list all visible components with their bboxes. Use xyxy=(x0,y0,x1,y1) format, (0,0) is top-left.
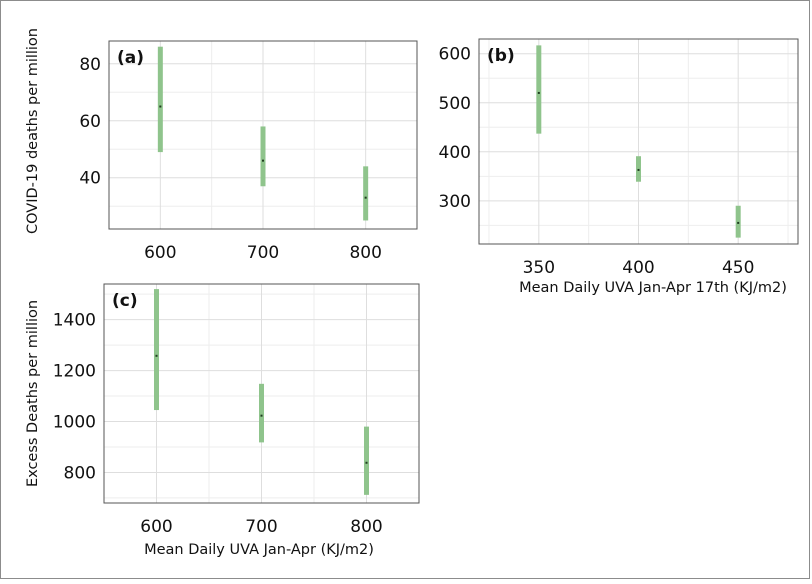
y-tick-label: 600 xyxy=(439,45,471,65)
panel-c: 600 700 800 800 1000 1200 1400 (c) Mean Daily UV… xyxy=(25,283,420,558)
panel-border xyxy=(478,38,799,245)
data-point xyxy=(159,105,162,108)
y-axis-label: COVID-19 deaths per million xyxy=(25,28,41,234)
data-point xyxy=(365,461,368,464)
y-tick-label: 400 xyxy=(439,143,471,163)
y-axis-label: Excess Deaths per million xyxy=(25,300,41,487)
y-tick-label: 500 xyxy=(439,94,471,114)
panel-border xyxy=(103,283,420,504)
data-point xyxy=(637,168,640,171)
y-tick-label: 40 xyxy=(79,169,101,189)
x-tick-label: 350 xyxy=(523,258,555,278)
data-point xyxy=(155,354,158,357)
y-tick-label: 800 xyxy=(64,463,96,483)
panel-b: 350 400 450 300 400 500 600 (b) Mean Daily UVA J… xyxy=(439,38,799,296)
x-tick-label: 700 xyxy=(247,243,279,263)
y-tick-label: 80 xyxy=(79,55,101,75)
x-tick-label: 450 xyxy=(722,258,754,278)
y-tick-label: 60 xyxy=(79,112,101,132)
x-tick-label: 400 xyxy=(622,258,654,278)
y-tick-label: 300 xyxy=(439,192,471,212)
data-point xyxy=(737,221,740,224)
panel-label: (c) xyxy=(112,291,138,311)
y-tick-label: 1000 xyxy=(53,413,96,433)
error-bar xyxy=(157,46,163,153)
x-axis-label: Mean Daily UVA Jan-Apr 17th (KJ/m2) xyxy=(519,280,787,296)
error-bar xyxy=(536,45,542,134)
y-tick-label: 1200 xyxy=(53,362,96,382)
y-tick-label: 1400 xyxy=(53,311,96,331)
x-tick-label: 600 xyxy=(140,517,172,537)
x-axis-label: Mean Daily UVA Jan-Apr (KJ/m2) xyxy=(144,542,374,558)
data-point xyxy=(260,414,263,417)
error-bar xyxy=(364,426,369,495)
error-bar xyxy=(259,383,264,443)
x-tick-label: 800 xyxy=(349,243,381,263)
error-bar xyxy=(154,289,159,411)
x-tick-label: 600 xyxy=(144,243,176,263)
panel-border xyxy=(108,40,418,230)
x-tick-label: 700 xyxy=(245,517,277,537)
error-bar xyxy=(735,205,741,238)
data-point xyxy=(262,159,264,162)
data-point xyxy=(364,196,367,199)
x-tick-label: 800 xyxy=(350,517,382,537)
panel-label: (a) xyxy=(117,48,144,68)
error-bar xyxy=(363,166,369,221)
error-bar xyxy=(260,126,266,187)
data-point xyxy=(537,91,540,94)
panel-a: 600 700 800 40 60 80 (a) COVID-19 deaths per mi… xyxy=(25,28,418,263)
panel-label: (b) xyxy=(487,46,515,66)
